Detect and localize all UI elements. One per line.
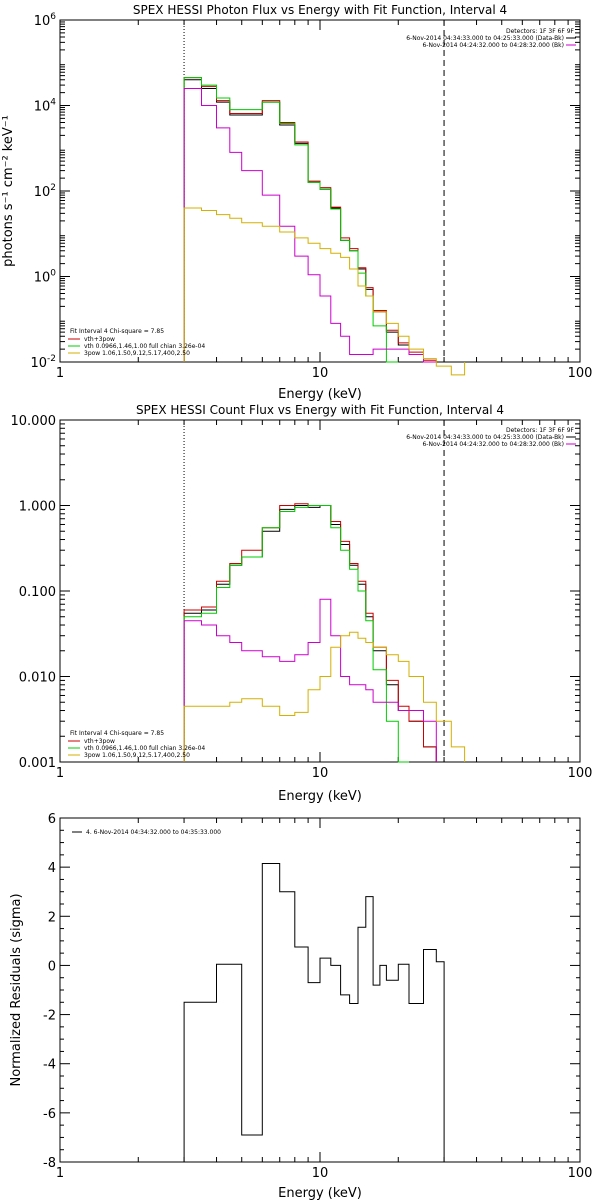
panel2-title: SPEX HESSI Count Flux vs Energy with Fit…	[136, 403, 504, 417]
panel2-series-magenta	[183, 598, 437, 762]
panel3-ytick-label: -2	[43, 1009, 56, 1024]
panel3-xlabel: Energy (keV)	[278, 1186, 362, 1200]
residuals-panel: Energy (keV) Normalized Residuals (sigma…	[9, 812, 592, 1200]
panel2-legend-top: Detectors: 1F 3F 6F 9F 6-Nov-2014 04:34:…	[406, 427, 576, 448]
panel3-ytick-label: 4	[48, 861, 56, 876]
panel1-xtick-label: 100	[568, 366, 593, 381]
panel3-ytick-label: -6	[43, 1107, 56, 1122]
panel3-legend-label: 4. 6-Nov-2014 04:34:32.000 to 04:35:33.0…	[86, 829, 221, 836]
panel2-ytick-label: 0.100	[19, 585, 56, 600]
panel2-ytick-label: 10.000	[11, 414, 57, 429]
panel1-frame	[59, 19, 581, 363]
panel1-ytick-label: 106	[34, 12, 57, 29]
panel2-xlabel: Energy (keV)	[278, 789, 362, 804]
panel2-xtick-label: 100	[568, 766, 593, 781]
panel3-xtick-label: 1	[56, 1166, 64, 1181]
panel2-xtick-label: 10	[312, 766, 329, 781]
panel1-ticks: 1 10 100 10-2 100 102 104 106	[30, 12, 592, 381]
panel1-series-magenta	[183, 88, 437, 363]
panel1-legend-model: vth+3pow	[84, 336, 115, 343]
panel2-legend-bottom: Fit Interval 4 Chi-square = 7.85 vth+3po…	[68, 730, 205, 759]
panel2-ytick-label: 1.000	[19, 500, 56, 515]
panel1-ytick-label: 10-2	[30, 354, 56, 371]
panel1-reference-lines	[183, 20, 445, 362]
panel3-ytick-label: -8	[43, 1156, 56, 1171]
panel2-legend-detectors: Detectors: 1F 3F 6F 9F	[506, 427, 575, 434]
panel2-xtick-label: 1	[56, 766, 64, 781]
panel3-ytick-label: 0	[48, 959, 56, 974]
panel2-series-yellow	[183, 631, 466, 762]
panel1-ytick-label: 100	[34, 269, 57, 286]
panel3-xtick-label: 100	[568, 1166, 593, 1181]
panel1-legend-top: Detectors: 1F 3F 6F 9F 6-Nov-2014 04:34:…	[406, 28, 576, 49]
panel2-ticks: 1 10 100 0.001 0.010 0.100 1.000 10.000	[11, 414, 593, 781]
panel1-series-red	[183, 77, 437, 362]
panel3-xtick-label: 10	[312, 1166, 329, 1181]
panel3-legend: 4. 6-Nov-2014 04:34:32.000 to 04:35:33.0…	[72, 829, 221, 836]
count-flux-panel: SPEX HESSI Count Flux vs Energy with Fit…	[11, 403, 593, 804]
photon-flux-panel: SPEX HESSI Photon Flux vs Energy with Fi…	[1, 3, 592, 402]
panel1-ytick-label: 102	[34, 183, 56, 200]
panel2-frame	[59, 419, 581, 763]
panel1-legend-bk: 6-Nov-2014 04:24:32.000 to 04:28:32.000 …	[422, 42, 564, 49]
panel2-legend-3pow: 3pow 1.06,1.50,9.12,5.17,400,2.50	[84, 752, 190, 759]
panel3-ytick-label: 6	[48, 812, 56, 827]
panel3-ticks: 1 10 100 -8 -6 -4 -2 0 2 4 6	[43, 812, 592, 1181]
panel2-legend-vth: vth 0.0966,1.46,1.00 full chian 3.26e-04	[84, 745, 205, 752]
panel1-series	[183, 77, 466, 376]
panel1-legend-fit: Fit Interval 4 Chi-square = 7.85	[70, 328, 164, 335]
panel2-legend-bk: 6-Nov-2014 04:24:32.000 to 04:28:32.000 …	[422, 441, 564, 448]
panel1-xlabel: Energy (keV)	[278, 387, 362, 402]
panel1-xtick-label: 10	[312, 366, 329, 381]
panel3-series	[183, 863, 445, 1162]
panel1-ylabel: photons s⁻¹ cm⁻² keV⁻¹	[1, 115, 16, 267]
panel2-ytick-label: 0.010	[19, 671, 56, 686]
panel1-xtick-label: 1	[56, 366, 64, 381]
panel1-legend-detectors: Detectors: 1F 3F 6F 9F	[506, 28, 575, 35]
panel1-series-black	[183, 79, 437, 363]
panel3-series-black	[183, 863, 445, 1162]
panel2-legend-model: vth+3pow	[84, 738, 115, 745]
panel3-ytick-label: -4	[43, 1058, 56, 1073]
panel2-series	[183, 503, 466, 763]
panel3-ylabel: Normalized Residuals (sigma)	[9, 893, 24, 1086]
panel1-legend-3pow: 3pow 1.06,1.50,9.12,5.17,400,2.50	[84, 350, 190, 357]
panel1-series-yellow	[183, 207, 466, 376]
panel1-legend-data: 6-Nov-2014 04:34:33.000 to 04:25:33.000 …	[406, 35, 564, 42]
panel1-legend-bottom: Fit Interval 4 Chi-square = 7.85 vth+3po…	[68, 328, 205, 357]
panel3-ytick-label: 2	[48, 910, 56, 925]
panel1-title: SPEX HESSI Photon Flux vs Energy with Fi…	[133, 3, 507, 17]
panel2-legend-fit: Fit Interval 4 Chi-square = 7.85	[70, 730, 164, 737]
panel2-ytick-label: 0.001	[19, 756, 56, 771]
panel2-series-green	[183, 505, 409, 763]
panel3-frame	[59, 817, 581, 1163]
panel1-legend-vth: vth 0.0966,1.46,1.00 full chian 3.26e-04	[84, 343, 205, 350]
panel1-series-green	[183, 77, 399, 363]
panel2-legend-data: 6-Nov-2014 04:34:33.000 to 04:25:33.000 …	[406, 434, 564, 441]
panel1-ytick-label: 104	[34, 98, 57, 115]
